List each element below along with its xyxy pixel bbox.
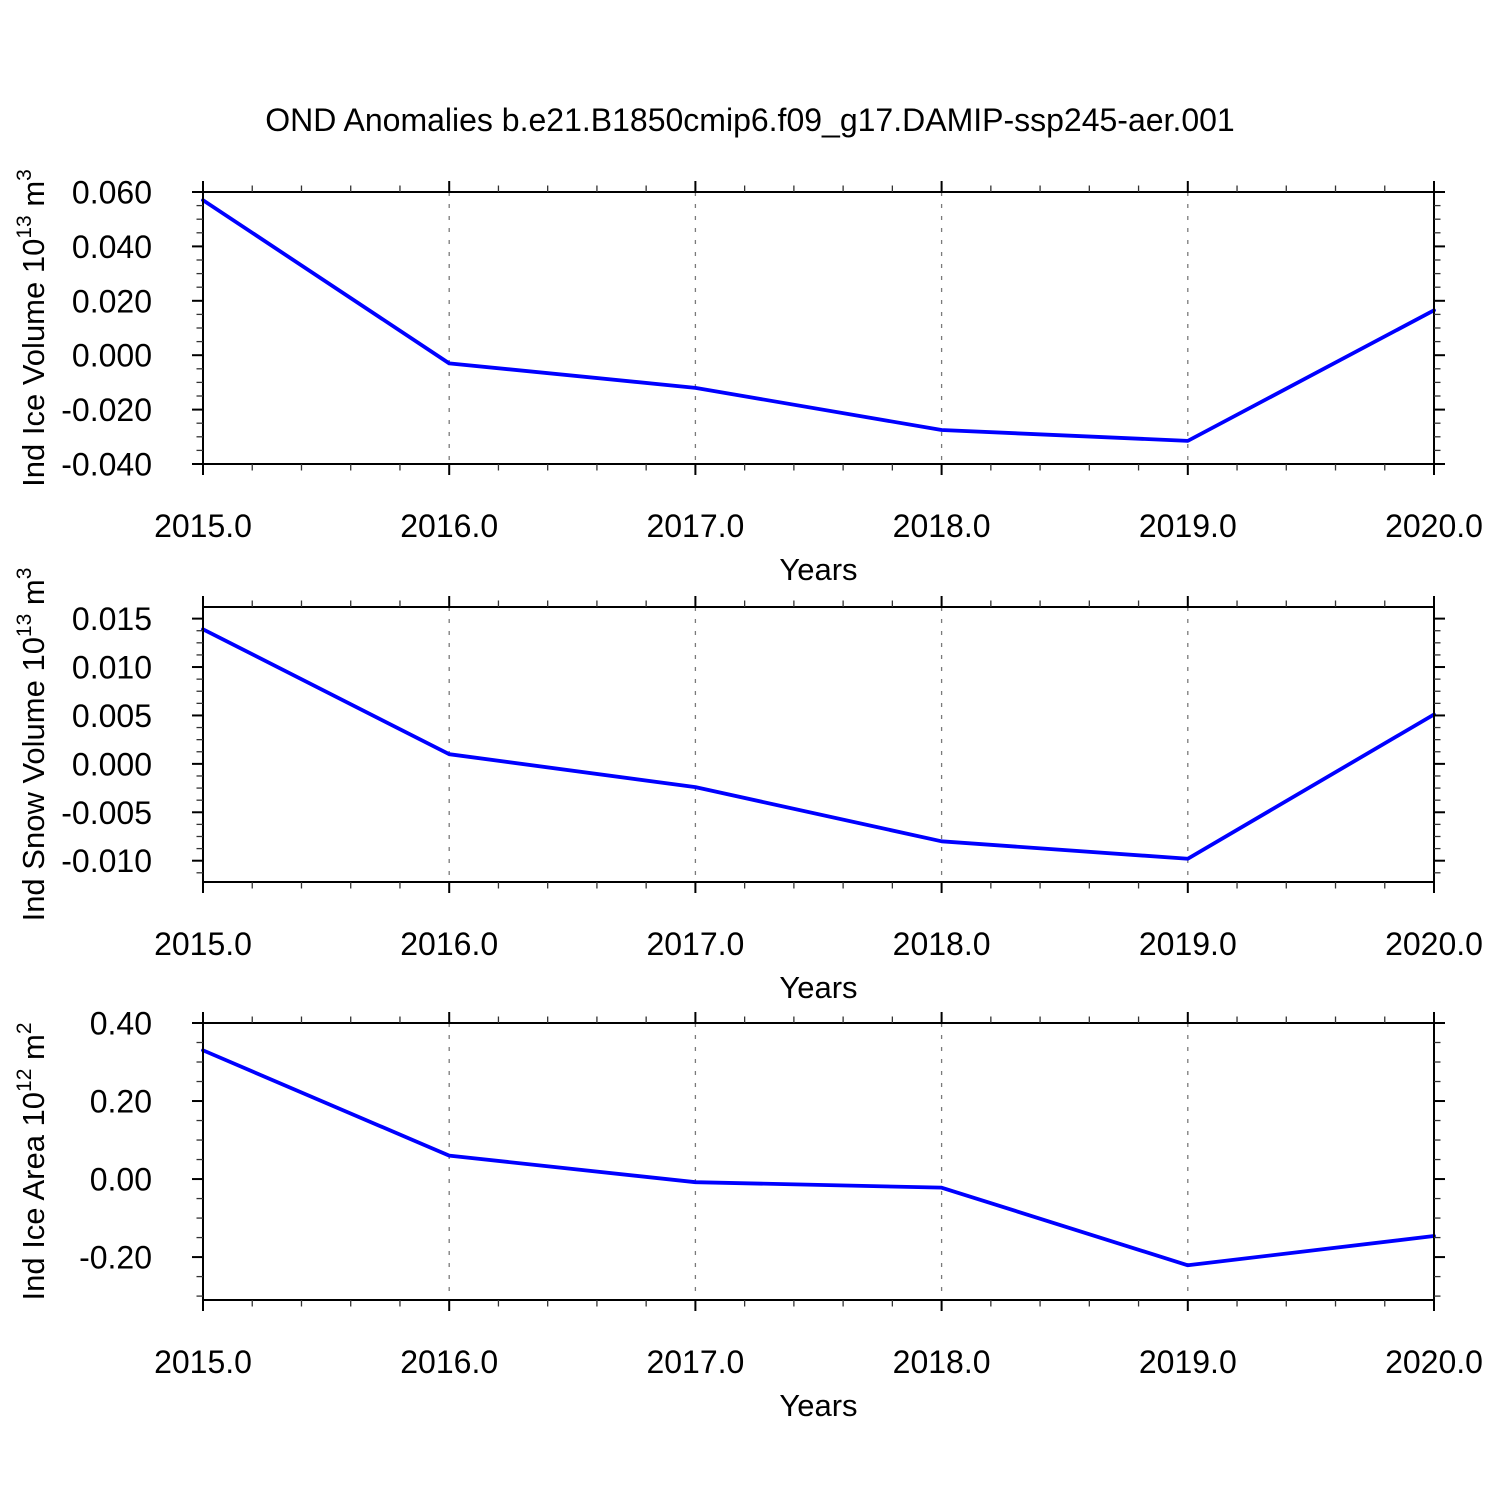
data-line-ind-ice-area	[201, 1048, 1436, 1268]
y-tick-label: -0.20	[79, 1240, 152, 1276]
y-tick-label: 0.00	[90, 1162, 152, 1198]
x-axis-title: Years	[779, 970, 857, 1005]
y-tick-label: 0.005	[72, 698, 152, 734]
x-axis-title: Years	[779, 552, 857, 587]
y-tick-label: -0.010	[61, 843, 152, 879]
plot-frame	[202, 1022, 1435, 1301]
y-axis-title: Ind Ice Area 1012 m2	[13, 1022, 51, 1300]
y-tick-label: 0.015	[72, 601, 152, 637]
x-tick-label: 2015.0	[154, 1344, 252, 1380]
plot-frame	[202, 191, 1435, 465]
y-axis-title: Ind Ice Volume 1013 m3	[13, 169, 51, 487]
x-tick-label: 2017.0	[646, 1344, 744, 1380]
y-tick-label: -0.005	[61, 795, 152, 831]
x-tick-label: 2018.0	[893, 926, 991, 962]
y-tick-label: -0.020	[61, 392, 152, 428]
x-tick-label: 2016.0	[400, 926, 498, 962]
x-axis-title: Years	[779, 1388, 857, 1423]
y-tick-label: 0.020	[72, 283, 152, 319]
x-tick-label: 2016.0	[400, 1344, 498, 1380]
data-line-ind-ice-volume	[201, 198, 1436, 443]
x-tick-label: 2019.0	[1139, 1344, 1237, 1380]
x-tick-label: 2018.0	[893, 1344, 991, 1380]
y-tick-label: -0.040	[61, 447, 152, 483]
x-tick-label: 2016.0	[400, 508, 498, 544]
x-tick-label: 2017.0	[646, 508, 744, 544]
data-line-ind-snow-volume	[201, 627, 1436, 861]
y-tick-label: 0.20	[90, 1084, 152, 1120]
panel-ind-ice-volume: 2015.0 2016.0 2017.0 2018.0 2019.0 2020.0 0.06…	[13, 169, 1483, 587]
x-tick-label: 2019.0	[1139, 926, 1237, 962]
x-tick-label: 2015.0	[154, 926, 252, 962]
y-tick-label: 0.060	[72, 175, 152, 211]
x-tick-label: 2020.0	[1385, 1344, 1483, 1380]
panel-ind-ice-area: 2015.0 2016.0 2017.0 2018.0 2019.0 2020.0 0.40…	[13, 1006, 1483, 1424]
y-axis-title: Ind Snow Volume 1013 m3	[13, 568, 51, 922]
plot-frame	[202, 606, 1435, 883]
x-tick-label: 2020.0	[1385, 508, 1483, 544]
y-tick-label: 0.40	[90, 1006, 152, 1042]
x-tick-label: 2018.0	[893, 508, 991, 544]
x-tick-label: 2015.0	[154, 508, 252, 544]
y-tick-label: 0.000	[72, 338, 152, 374]
chart-title: OND Anomalies b.e21.B1850cmip6.f09_g17.D…	[265, 102, 1234, 138]
x-tick-label: 2020.0	[1385, 926, 1483, 962]
y-tick-label: 0.010	[72, 650, 152, 686]
panel-ind-snow-volume: 2015.0 2016.0 2017.0 2018.0 2019.0 2020.0 0.01…	[13, 568, 1483, 1005]
x-tick-label: 2019.0	[1139, 508, 1237, 544]
x-tick-label: 2017.0	[646, 926, 744, 962]
y-tick-label: 0.040	[72, 229, 152, 265]
y-tick-label: 0.000	[72, 746, 152, 782]
